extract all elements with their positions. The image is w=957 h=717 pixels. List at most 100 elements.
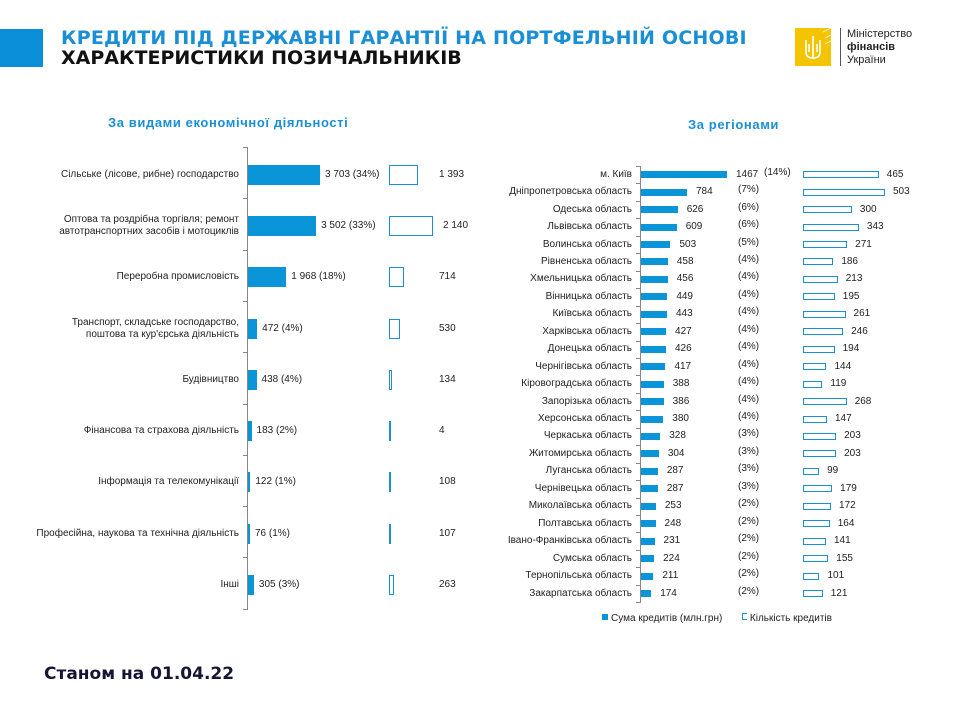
region-sum-label: 1467: [736, 168, 759, 180]
activity-sum-label: 438 (4%): [261, 373, 303, 385]
region-sum-label: 456: [676, 273, 694, 285]
region-count-label: 101: [827, 570, 845, 582]
region-percent-label: (6%): [738, 201, 760, 213]
activity-axis-tick: [243, 506, 248, 508]
region-count-label: 121: [830, 587, 848, 599]
region-label: Сумська область: [552, 552, 632, 564]
region-count-bar: [803, 520, 830, 528]
region-count-bar: [803, 450, 837, 458]
region-count-label: 99: [827, 465, 839, 477]
region-sum-bar: [641, 241, 671, 249]
region-label: Івано-Франківська область: [507, 535, 632, 547]
activity-count-bar: [389, 318, 400, 339]
regions-axis: [640, 166, 641, 603]
region-count-bar: [803, 502, 832, 510]
activity-category-label: Переробна промисловість: [116, 271, 239, 283]
region-sum-bar: [641, 467, 658, 475]
regions-axis-tick: [636, 584, 641, 586]
region-count-bar: [803, 275, 838, 283]
region-count-bar: [803, 310, 846, 318]
region-label: Харківська область: [542, 325, 632, 337]
region-count-label: 195: [842, 290, 860, 302]
region-percent-label: (3%): [738, 445, 760, 457]
region-label: Полтавська область: [538, 517, 632, 529]
region-label: Чернігівська область: [535, 360, 632, 372]
region-sum-label: 386: [672, 395, 690, 407]
region-sum-bar: [641, 188, 687, 196]
region-sum-bar: [641, 502, 656, 510]
region-sum-bar: [641, 432, 661, 440]
activity-sum-label: 305 (3%): [258, 579, 300, 591]
activity-category-label: Транспорт, складське господарство, поштов…: [71, 316, 239, 340]
activity-count-label: 108: [439, 476, 456, 488]
region-label: Вінницька область: [545, 290, 632, 302]
region-count-label: 268: [854, 395, 872, 407]
region-sum-bar: [641, 293, 668, 301]
regions-axis-tick: [636, 375, 641, 377]
as-of-date: Станом на 01.04.22: [44, 664, 235, 684]
region-count-bar: [803, 345, 835, 353]
chart-title-activity: За видами економічної діяльності: [108, 115, 349, 130]
activity-sum-label: 183 (2%): [256, 425, 298, 437]
region-sum-label: 784: [695, 186, 713, 198]
region-sum-label: 224: [663, 552, 680, 564]
regions-axis-tick: [636, 515, 641, 516]
page-subtitle: ХАРАКТЕРИСТИКИ ПОЗИЧАЛЬНИКІВ: [61, 47, 462, 69]
region-percent-label: (4%): [738, 323, 760, 335]
region-count-label: 343: [866, 221, 884, 233]
region-count-label: 213: [845, 273, 863, 285]
region-sum-label: 417: [674, 360, 692, 372]
region-sum-bar: [641, 363, 666, 371]
page-title: КРЕДИТИ ПІД ДЕРЖАВНІ ГАРАНТІЇ НА ПОРТФЕЛ…: [61, 27, 747, 49]
region-count-bar: [803, 223, 859, 231]
region-count-bar: [803, 258, 834, 266]
activity-category-label: Будівництво: [182, 373, 239, 385]
region-sum-label: 253: [664, 500, 682, 512]
region-sum-bar: [641, 275, 668, 283]
region-percent-label: (4%): [738, 358, 760, 370]
regions-axis-tick: [636, 392, 641, 394]
region-count-bar: [803, 555, 829, 563]
regions-axis-tick: [636, 427, 641, 429]
region-label: Львівська область: [547, 221, 632, 233]
chart-title-regions: За регіонами: [688, 117, 780, 132]
region-percent-label: (2%): [738, 498, 760, 510]
legend-sum-label: Сума кредитів (млн.грн): [611, 613, 723, 624]
chart-legend: Сума кредитів (млн.грн) Кількість кредит…: [602, 613, 832, 624]
legend-count-label: Кількість кредитів: [749, 613, 832, 624]
region-count-bar: [803, 537, 826, 545]
region-sum-bar: [641, 520, 656, 528]
region-count-label: 271: [855, 238, 872, 250]
activity-category-label: Оптова та роздрібна торгівля; ремонт авто…: [59, 213, 239, 237]
activity-count-label: 714: [439, 271, 456, 283]
region-count-label: 155: [836, 552, 853, 564]
region-count-label: 141: [833, 535, 851, 547]
activity-axis-tick: [243, 147, 248, 148]
region-sum-label: 443: [675, 308, 693, 320]
activity-count-label: 2 140: [443, 219, 469, 231]
regions-axis-tick: [636, 235, 641, 237]
activity-count-bar: [389, 472, 392, 493]
region-count-bar: [803, 590, 823, 598]
activity-sum-bar: [248, 575, 254, 596]
region-count-bar: [803, 485, 833, 493]
region-sum-label: 609: [685, 221, 703, 233]
region-label: Херсонська область: [537, 413, 632, 425]
regions-axis-tick: [636, 305, 641, 307]
activity-count-bar: [389, 215, 433, 236]
activity-category-label: Фінансова та страхова діяльність: [83, 425, 239, 437]
region-count-label: 144: [834, 360, 852, 372]
region-count-bar: [803, 467, 820, 475]
region-count-label: 246: [851, 325, 868, 337]
regions-axis-tick: [636, 288, 641, 290]
region-count-label: 503: [893, 186, 910, 198]
region-percent-label: (2%): [738, 568, 760, 580]
region-sum-bar: [641, 590, 652, 598]
trident-emblem-icon: [795, 27, 832, 66]
regions-axis-tick: [636, 549, 641, 551]
region-sum-label: 380: [672, 413, 689, 425]
activity-count-bar: [389, 267, 404, 288]
regions-axis-tick: [636, 183, 641, 185]
region-sum-label: 287: [666, 482, 684, 494]
region-label: Кіровоградська область: [521, 378, 632, 390]
